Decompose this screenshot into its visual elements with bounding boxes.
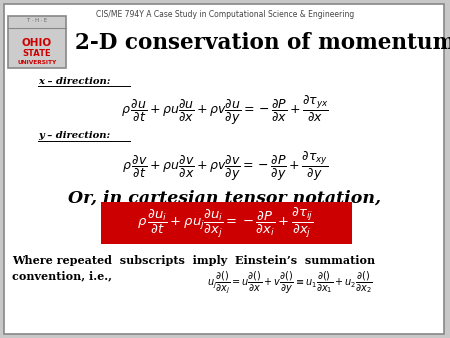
FancyBboxPatch shape [101, 202, 352, 244]
Text: 2-D conservation of momentum (contd.): 2-D conservation of momentum (contd.) [75, 32, 450, 54]
Text: $u_j\dfrac{\partial()}{\partial x_j} = u\dfrac{\partial()}{\partial x} + v\dfrac: $u_j\dfrac{\partial()}{\partial x_j} = u… [207, 270, 373, 296]
Text: STATE: STATE [22, 48, 51, 57]
Text: T · H · E: T · H · E [27, 18, 47, 23]
Text: Or, in cartesian tensor notation,: Or, in cartesian tensor notation, [68, 190, 382, 207]
Text: OHIO: OHIO [22, 38, 52, 48]
Text: $\rho\,\dfrac{\partial v}{\partial t} + \rho u\dfrac{\partial v}{\partial x} + \: $\rho\,\dfrac{\partial v}{\partial t} + … [122, 149, 328, 183]
Text: $\rho\,\dfrac{\partial u_i}{\partial t} + \rho u_j\dfrac{\partial u_i}{\partial : $\rho\,\dfrac{\partial u_i}{\partial t} … [137, 206, 313, 240]
Text: CIS/ME 794Y A Case Study in Computational Science & Engineering: CIS/ME 794Y A Case Study in Computationa… [96, 10, 354, 19]
Text: y – direction:: y – direction: [38, 131, 110, 141]
Text: convention, i.e.,: convention, i.e., [12, 270, 112, 282]
Text: Where repeated  subscripts  imply  Einstein’s  summation: Where repeated subscripts imply Einstein… [12, 255, 375, 266]
Text: x – direction:: x – direction: [38, 76, 111, 86]
Text: $\rho\,\dfrac{\partial u}{\partial t} + \rho u\dfrac{\partial u}{\partial x} + \: $\rho\,\dfrac{\partial u}{\partial t} + … [121, 93, 329, 126]
FancyBboxPatch shape [4, 4, 444, 334]
Text: UNIVERSITY: UNIVERSITY [18, 61, 57, 66]
FancyBboxPatch shape [8, 16, 66, 68]
